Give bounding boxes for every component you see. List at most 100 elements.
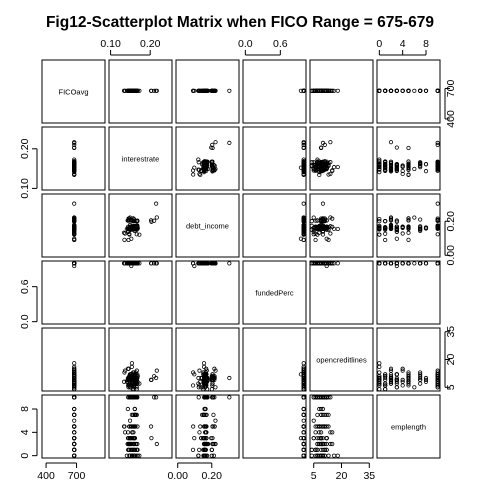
data-point [132,436,138,441]
data-point [412,166,417,172]
data-point [210,436,215,441]
data-point [383,387,388,392]
data-point [435,142,440,147]
panel-frame [242,126,307,191]
panel-FICOavg-vs-fundedPerc [242,59,307,124]
data-point [435,165,440,170]
data-point [435,372,440,377]
row-axis-debt_income: 0.00 0.20 [444,211,457,266]
data-point [313,231,318,236]
data-point [72,372,77,377]
data-point [129,424,134,429]
panel-interestrate-vs-opencreditlines [309,126,374,191]
data-point [202,406,207,412]
data-point [213,418,218,423]
data-point [203,430,208,435]
data-point [202,436,207,441]
data-point [326,453,331,458]
data-point [197,167,202,172]
data-point [423,169,429,174]
data-point [130,430,135,435]
data-point [154,215,159,220]
data-point [128,88,133,93]
panel-emplength-vs-FICOavg [41,394,106,459]
data-point [406,218,411,223]
data-point [383,161,388,166]
data-point [201,412,206,417]
data-point [400,377,405,382]
tick-label: 0.6 [273,38,288,50]
data-point [135,424,140,429]
panel-interestrate-vs-emplength [376,126,441,191]
data-point [210,441,216,447]
data-point [423,226,429,231]
data-point [394,263,399,269]
data-point [190,383,196,388]
data-point [128,261,133,266]
row-axis-FICOavg: 400 700 [444,80,457,128]
data-point [204,430,209,435]
data-point [320,201,326,206]
data-point [324,441,329,447]
data-point [134,232,139,237]
data-point [201,361,207,366]
panel-fundedPerc-vs-debt_income [175,260,240,325]
panel-frame [242,193,307,258]
data-point [435,226,440,231]
data-point [209,436,214,441]
panel-frame [175,394,240,459]
data-point [191,424,196,429]
data-point [125,430,131,435]
panel-frame [41,126,106,191]
data-point [377,157,382,162]
data-point [301,372,306,377]
data-point [394,168,399,174]
data-point [394,219,399,224]
data-point [418,88,423,93]
data-point [412,88,417,93]
data-point [301,166,306,171]
tick-label: 0.10 [19,178,31,199]
data-point [377,167,382,172]
data-point [315,441,320,447]
data-point [202,453,208,458]
data-point [394,261,399,266]
data-point [132,412,137,417]
data-point [191,370,196,375]
data-point [324,261,329,266]
data-point [412,385,417,390]
data-point [301,361,306,366]
data-point [418,261,423,266]
data-point [394,224,399,229]
data-point [130,412,136,417]
data-point [301,441,306,447]
data-point [322,142,327,147]
data-point [72,237,77,242]
data-point [125,436,131,441]
data-point [328,171,333,177]
data-point [202,447,207,452]
data-point [328,231,333,236]
data-point [130,453,135,458]
panel-fundedPerc-vs-emplength [376,260,441,325]
tick-label: 0 [19,453,31,459]
data-point [418,372,423,377]
data-point [388,381,394,386]
data-point [435,385,440,390]
panel-frame [108,126,173,191]
data-point [435,216,440,221]
panel-frame [41,59,106,124]
data-point [131,217,137,222]
data-point [377,164,382,169]
data-point [204,88,209,93]
panel-frame [108,394,173,459]
data-point [211,162,216,168]
data-point [122,237,127,242]
data-point [412,261,417,266]
data-point [322,441,327,447]
data-point [197,171,202,177]
data-point [412,215,417,220]
data-point [400,88,405,93]
panel-frame [41,394,106,459]
axis-interestrate: 0.10 0.20 [100,38,161,56]
